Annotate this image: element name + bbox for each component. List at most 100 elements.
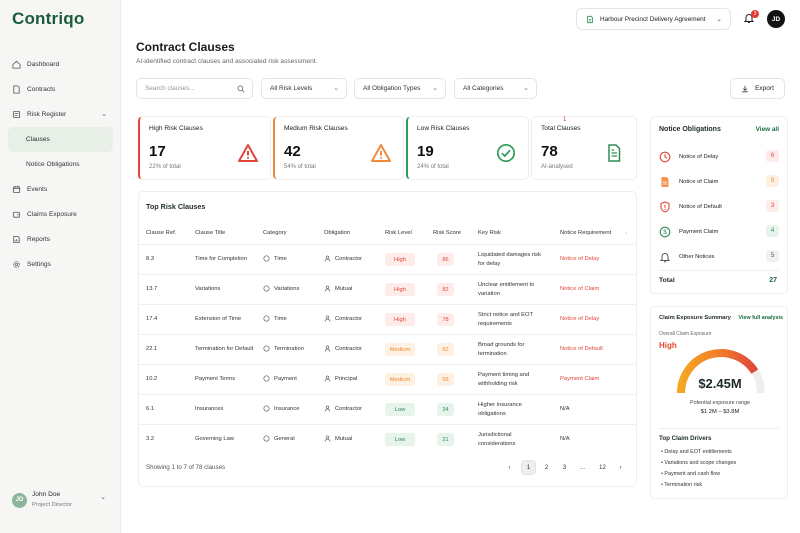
obligation-type-filter[interactable]: All Obligation Types ⌄ (354, 78, 446, 99)
category-filter[interactable]: All Categories ⌄ (454, 78, 537, 99)
category-cell: Insurance (263, 405, 299, 414)
notice-item[interactable]: Notice of Default 3 (659, 194, 781, 219)
table-row[interactable]: 22.1 Termination for Default Termination… (139, 334, 636, 364)
notice-requirement[interactable]: Payment Claim (560, 376, 600, 382)
page-3-button[interactable]: 3 (562, 464, 567, 471)
column-header[interactable]: Category (263, 230, 287, 236)
notification-badge: 3 (751, 10, 759, 18)
table-row[interactable]: 17.4 Extension of Time Time Contractor H… (139, 304, 636, 334)
stat-value: 17 (149, 143, 166, 160)
sidebar-item-contracts[interactable]: Contracts (8, 77, 113, 102)
column-header[interactable]: Risk Level (385, 230, 412, 236)
risk-score-badge: 21 (437, 433, 454, 446)
page-2-button[interactable]: 2 (544, 464, 549, 471)
agreement-selector[interactable]: Harbour Precinct Delivery Agreement ⌄ (576, 8, 731, 30)
driver-item: • Termination risk (661, 482, 703, 488)
category-label: Payment (274, 376, 297, 383)
stat-value: 42 (284, 143, 301, 160)
driver-label: Payment and cash flow (664, 471, 721, 477)
gear-icon (13, 261, 20, 268)
chevron-down-icon[interactable]: ⌄ (101, 111, 107, 118)
stat-card-total[interactable]: 1 Total Clauses 78 AI-analysed (531, 116, 637, 180)
column-header[interactable]: Obligation (324, 230, 351, 236)
export-button[interactable]: Export (730, 78, 785, 99)
key-risk-line: requirements (478, 321, 512, 327)
sidebar-item-notice-obligations[interactable]: Notice Obligations (8, 152, 113, 177)
chevron-down-icon[interactable]: ⌄ (100, 494, 106, 501)
stat-card-medium[interactable]: Medium Risk Clauses 42 54% of total (273, 116, 404, 180)
gauge-fill (677, 349, 759, 394)
view-full-analysis-link[interactable]: View full analysis (738, 315, 783, 321)
card-title: Claim Exposure Summary (659, 315, 731, 321)
search-input[interactable]: Search clauses... (136, 78, 253, 99)
bell-icon[interactable] (743, 12, 755, 24)
notice-requirement[interactable]: Notice of Delay (560, 316, 600, 322)
table-row[interactable]: 6.1 Insurances Insurance Contractor Low … (139, 394, 636, 424)
clock-icon (263, 315, 270, 322)
risk-score-badge: 58 (437, 373, 454, 386)
column-header[interactable]: Key Risk (478, 230, 501, 236)
top-risk-clauses-table: Top Risk Clauses Clause Ref. Clause Titl… (138, 191, 637, 487)
notice-requirement[interactable]: Notice of Delay (560, 256, 600, 262)
table-row[interactable]: 10.2 Payment Terms Payment Principal Med… (139, 364, 636, 394)
stat-percentage: 24% of total (417, 164, 449, 170)
obligation-cell: Mutual (324, 435, 352, 444)
obligation-label: Contractor (335, 256, 363, 263)
key-risk-line: variation (478, 291, 500, 297)
wallet-icon (12, 211, 21, 218)
next-page-button[interactable]: › (619, 464, 622, 471)
sidebar-item-events[interactable]: Events (8, 177, 113, 202)
sidebar: Contriqo Dashboard Contracts Risk Regist… (0, 0, 121, 533)
view-all-link[interactable]: View all (755, 126, 779, 133)
notice-count: 3 (766, 200, 779, 212)
notice-item[interactable]: Notice of Claim 9 (659, 169, 781, 194)
shield-icon (263, 405, 270, 412)
category-cell: Time (263, 315, 287, 324)
table-row[interactable]: 8.3 Time for Completion Time Contractor … (139, 244, 636, 274)
sidebar-item-risk-register[interactable]: Risk Register ⌄ (8, 102, 113, 127)
column-header[interactable]: Notice Requirement (560, 230, 612, 236)
column-header[interactable]: Clause Title (195, 230, 226, 236)
clock-icon (263, 255, 270, 262)
notice-requirement[interactable]: Notice of Default (560, 346, 603, 352)
obligation-cell: Principal (324, 375, 357, 384)
obligation-cell: Mutual (324, 285, 352, 294)
driver-label: Termination risk (664, 482, 703, 488)
column-header[interactable]: Clause Ref. (146, 230, 177, 236)
notice-item[interactable]: Other Notices 5 (659, 244, 781, 269)
notice-label: Notice of Default (679, 203, 722, 210)
sidebar-item-settings[interactable]: Settings (8, 252, 113, 277)
user-profile[interactable]: JD John Doe Project Director ⌄ (12, 490, 112, 510)
sidebar-item-clauses[interactable]: Clauses (8, 127, 113, 152)
category-cell: Payment (263, 375, 297, 384)
app-logo: Contriqo (12, 9, 85, 28)
exposure-gauge (677, 349, 765, 394)
driver-item: • Variations and scope changes (661, 460, 737, 466)
sidebar-item-dashboard[interactable]: Dashboard (8, 52, 113, 77)
obligation-label: Principal (335, 376, 358, 383)
risk-level-filter[interactable]: All Risk Levels ⌄ (261, 78, 347, 99)
stat-card-low[interactable]: Low Risk Clauses 19 24% of total (406, 116, 529, 180)
notice-requirement[interactable]: Notice of Claim (560, 286, 600, 292)
sidebar-item-claims-exposure[interactable]: Claims Exposure (8, 202, 113, 227)
avatar[interactable]: JD (767, 10, 785, 28)
page-1-button[interactable]: 1 (521, 460, 536, 475)
column-header[interactable]: Risk Score (433, 230, 462, 236)
notice-item[interactable]: $ Payment Claim 4 (659, 219, 781, 244)
chevron-down-icon: ⌄ (333, 85, 339, 92)
stat-card-high[interactable]: High Risk Clauses 17 22% of total (138, 116, 271, 180)
page-12-button[interactable]: 12 (599, 464, 606, 471)
prev-page-button[interactable]: ‹ (508, 464, 511, 471)
sidebar-item-label: Dashboard (27, 61, 60, 68)
card-title: Notice Obligations (659, 126, 721, 133)
notice-item[interactable]: Notice of Delay 6 (659, 144, 781, 169)
table-row[interactable]: 3.2 Governing Law General Mutual Low 21 … (139, 424, 636, 454)
scroll-right-icon[interactable]: › (625, 230, 627, 236)
exposure-level: High (659, 341, 677, 350)
clause-title: Governing Law (195, 436, 234, 442)
stat-percentage: 54% of total (284, 164, 316, 170)
person-icon (324, 315, 331, 322)
sidebar-item-reports[interactable]: Reports (8, 227, 113, 252)
clock-icon (659, 151, 671, 162)
table-row[interactable]: 13.7 Variations Variations Mutual High 8… (139, 274, 636, 304)
